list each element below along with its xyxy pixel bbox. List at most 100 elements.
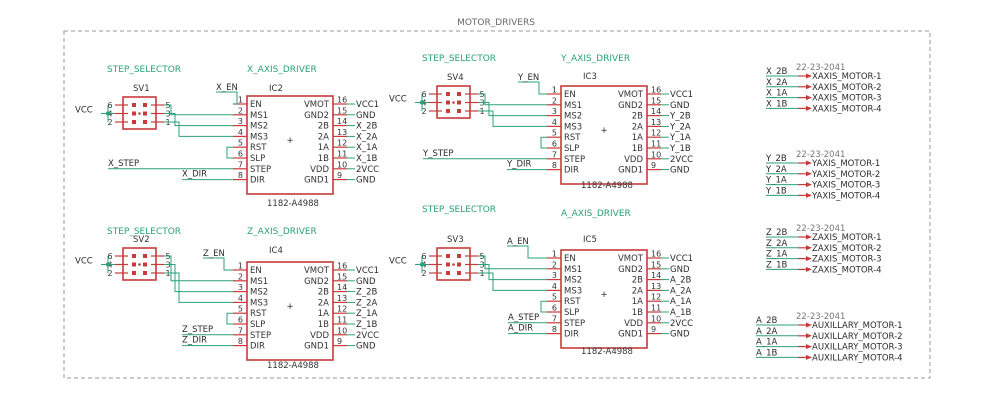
- jumper-pad: [457, 109, 461, 113]
- driver-pin-number: 14: [337, 283, 347, 292]
- connector-pin-label: AUXILLARY_MOTOR-3: [812, 343, 903, 353]
- driver-pin-name: GND2: [304, 277, 329, 287]
- connector-arrow: [806, 266, 812, 272]
- driver-pin-name: RST: [564, 297, 581, 307]
- enable-net-label: X_EN: [216, 83, 238, 93]
- selector-center: [138, 263, 141, 266]
- driver-pin-name: 2B: [318, 288, 329, 298]
- driver-pin-name: 2A: [632, 286, 643, 296]
- driver-ref: IC3: [583, 72, 597, 82]
- jumper-pad: [143, 271, 147, 275]
- vcc-label: VCC: [75, 257, 93, 267]
- driver-pin-name: SLP: [250, 154, 265, 164]
- driver-net-label: GND: [356, 277, 376, 287]
- connector-net-label: Z_1B: [766, 260, 787, 270]
- driver-pin-name: RST: [564, 133, 581, 143]
- driver-pin-name: MS1: [250, 111, 268, 121]
- driver-net-label: Y_2A: [669, 122, 691, 132]
- driver-pin-number: 6: [552, 140, 557, 149]
- jumper-pad: [446, 262, 450, 267]
- driver-pin-number: 2: [238, 106, 243, 115]
- connector-net-label: X_1B: [766, 99, 787, 109]
- selector-ref: SV2: [133, 235, 150, 245]
- connector-net-label: X_2A: [766, 78, 787, 88]
- connector-arrow: [806, 354, 812, 360]
- driver-net-label: A_2A: [670, 286, 691, 296]
- driver-pin-name: EN: [564, 254, 576, 264]
- connector-net-label: Y_2A: [765, 165, 787, 175]
- microstep-wire: [164, 113, 233, 127]
- step-selector-title: STEP_SELECTOR: [422, 205, 496, 215]
- selector-pin-number: 6: [107, 101, 112, 110]
- jumper-pad: [446, 271, 450, 275]
- driver-pin-name: DIR: [250, 176, 265, 186]
- driver-net-label: A_1A: [670, 297, 691, 307]
- driver-pin-number: 7: [552, 150, 557, 159]
- driver-pin-number: 11: [651, 304, 661, 313]
- driver-pin-name: GND1: [304, 342, 329, 352]
- microstep-wire: [478, 110, 547, 127]
- driver-pin-name: MS2: [250, 288, 268, 298]
- driver-pin-name: STEP: [250, 331, 271, 341]
- step-selector-title: STEP_SELECTOR: [422, 54, 496, 64]
- driver-pin-number: 8: [238, 337, 243, 346]
- driver-pin-number: 3: [238, 117, 243, 126]
- driver-pin-number: 8: [552, 325, 557, 334]
- selector-ref: SV1: [133, 84, 150, 94]
- connector-net-label: A_1A: [756, 338, 777, 348]
- driver-pin-number: 12: [337, 305, 347, 314]
- driver-pin-number: 4: [238, 294, 243, 303]
- driver-part-number: 1182-A4988: [581, 347, 633, 357]
- driver-net-label: GND: [670, 166, 690, 176]
- driver-pin-name: MS3: [564, 122, 582, 132]
- jumper-pad: [143, 262, 147, 267]
- step-net-label: Y_STEP: [422, 149, 454, 159]
- driver-net-label: 2VCC: [356, 331, 379, 341]
- selector-ref: SV3: [447, 235, 464, 245]
- connector-pin-label: YAXIS_MOTOR-3: [811, 181, 880, 191]
- driver-pin-number: 3: [238, 283, 243, 292]
- driver-pin-name: VDD: [624, 319, 643, 329]
- driver-pin-number: 9: [651, 325, 656, 334]
- driver-ref: IC2: [269, 84, 283, 94]
- driver-pin-number: 15: [651, 260, 661, 269]
- driver-pin-number: 8: [552, 161, 557, 170]
- microstep-wire: [478, 272, 547, 291]
- step-selector-title: STEP_SELECTOR: [107, 65, 181, 75]
- driver-pin-name: STEP: [564, 155, 585, 165]
- driver-net-label: GND: [670, 101, 690, 111]
- driver-net-label: X_1A: [356, 143, 377, 153]
- connector-net-label: Z_2A: [766, 239, 787, 249]
- driver-pin-name: MS3: [250, 298, 268, 308]
- step-net-label: Z_STEP: [182, 325, 213, 335]
- driver-net-label: VCC1: [356, 100, 379, 110]
- connector-net-label: Y_2B: [765, 154, 787, 164]
- driver-pin-name: MS1: [250, 277, 268, 287]
- connector-net-label: Z_1A: [766, 250, 787, 260]
- driver-pin-name: SLP: [564, 308, 579, 318]
- driver-net-label: A_1B: [670, 308, 691, 318]
- driver-pin-number: 13: [337, 294, 347, 303]
- driver-pin-name: SLP: [250, 320, 265, 330]
- connector-pin-label: YAXIS_MOTOR-2: [811, 170, 880, 180]
- jumper-pad: [457, 92, 461, 96]
- driver-chip: [560, 249, 648, 349]
- vcc-label: VCC: [389, 95, 407, 105]
- connector-pin-label: XAXIS_MOTOR-3: [812, 94, 882, 104]
- junction-dot: [419, 100, 425, 105]
- driver-pin-number: 4: [552, 118, 557, 127]
- chip-origin-mark: +: [286, 136, 293, 146]
- jumper-pad: [457, 271, 461, 275]
- connector-arrow: [806, 160, 812, 166]
- driver-pin-number: 13: [651, 282, 661, 291]
- driver-pin-number: 1: [552, 250, 557, 259]
- driver-pin-number: 6: [238, 150, 243, 159]
- driver-pin-name: RST: [250, 309, 267, 319]
- connector-pin-label: XAXIS_MOTOR-1: [812, 72, 882, 82]
- driver-net-label: VCC1: [670, 90, 693, 100]
- driver-pin-number: 10: [337, 160, 347, 169]
- driver-net-label: GND: [670, 330, 690, 340]
- connector-arrow: [806, 234, 812, 240]
- driver-pin-name: VDD: [624, 155, 643, 165]
